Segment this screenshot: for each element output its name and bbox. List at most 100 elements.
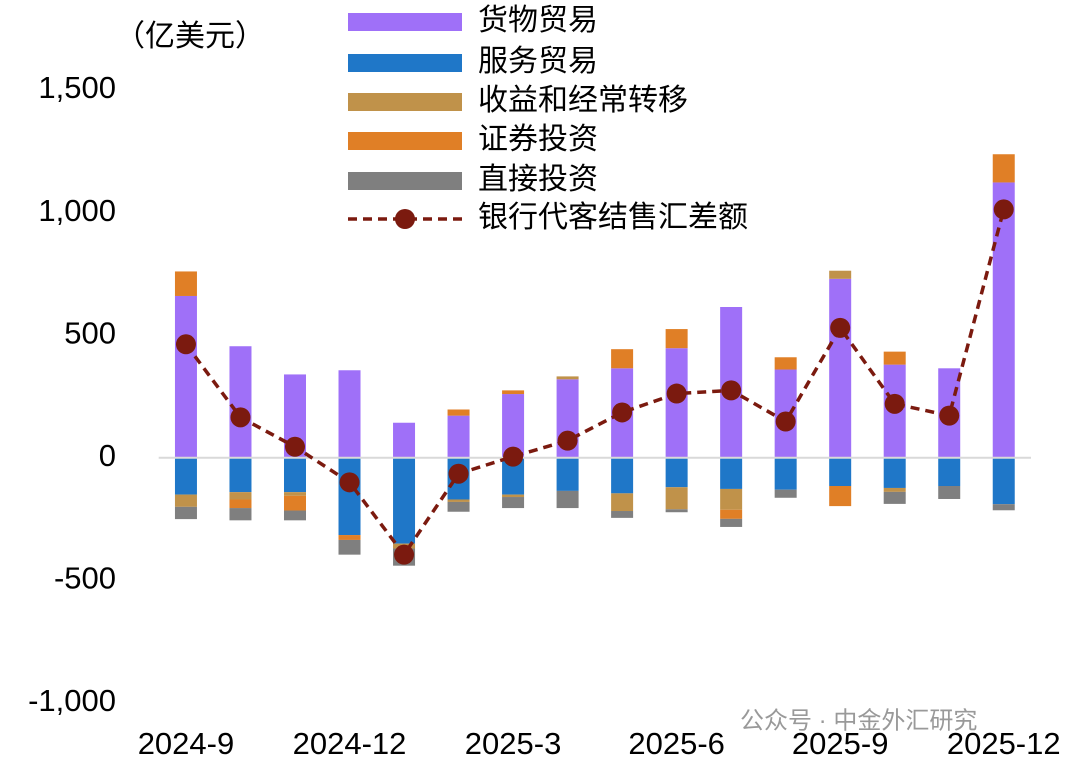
x-tick-label: 2025-12: [947, 726, 1061, 761]
bar: [283, 492, 306, 496]
bar: [611, 457, 634, 494]
bar: [283, 457, 306, 493]
legend-marker: [395, 209, 415, 229]
bar: [338, 370, 361, 458]
bar: [393, 422, 416, 458]
bar: [829, 278, 852, 458]
line-marker: [448, 463, 469, 484]
legend-swatch: [348, 13, 462, 31]
y-tick-label: 1,000: [38, 193, 116, 228]
bar: [174, 271, 197, 296]
legend-label: 服务贸易: [478, 45, 598, 78]
y-tick-label: 0: [99, 438, 116, 473]
line-marker: [339, 472, 360, 493]
y-tick-label: -1,000: [28, 683, 116, 718]
bar: [338, 535, 361, 540]
bar: [556, 490, 579, 509]
bar: [829, 457, 852, 486]
y-tick-label: 1,500: [38, 70, 116, 105]
bar: [556, 457, 579, 491]
x-tick-label: 2025-6: [628, 726, 725, 761]
bar: [338, 457, 361, 536]
bar: [665, 487, 688, 510]
x-tick-label: 2025-3: [465, 726, 562, 761]
line: [184, 208, 1006, 558]
bar: [502, 394, 525, 458]
legend-label: 直接投资: [478, 163, 598, 196]
line-marker: [557, 430, 578, 451]
legend-label: 货物贸易: [478, 4, 598, 37]
bar: [502, 390, 525, 395]
bar: [611, 349, 634, 369]
bar: [556, 376, 579, 380]
bar: [502, 497, 525, 509]
bar: [447, 409, 470, 416]
bar: [992, 457, 1015, 505]
bar: [283, 495, 306, 511]
bar: [665, 457, 688, 488]
bar: [447, 499, 470, 502]
x-tick-label: 2024-9: [138, 726, 235, 761]
bar: [611, 493, 634, 512]
bar: [174, 494, 197, 507]
bar: [774, 457, 797, 490]
line-marker: [721, 380, 742, 401]
line-marker: [503, 446, 524, 467]
bar: [665, 509, 688, 513]
bar: [229, 492, 252, 500]
bar: [883, 457, 906, 488]
unit-label: （亿美元）: [115, 20, 265, 53]
bar: [283, 374, 306, 458]
x-tick-label: 2024-12: [293, 726, 407, 761]
y-tick-label: -500: [54, 561, 116, 596]
y-tick-label: 500: [64, 315, 116, 350]
bar: [992, 182, 1015, 458]
bar: [720, 509, 743, 519]
bar: [665, 329, 688, 349]
bar: [502, 494, 525, 498]
bar: [829, 270, 852, 279]
line-marker: [830, 317, 851, 338]
legend-label: 收益和经常转移: [478, 84, 688, 117]
legend-label: 银行代客结售汇差额: [478, 201, 748, 234]
bar: [720, 457, 743, 489]
bar: [774, 489, 797, 498]
bar: [720, 488, 743, 510]
bar: [502, 457, 525, 495]
legend-swatch: [348, 172, 462, 190]
bar: [883, 487, 906, 492]
line-marker: [284, 436, 305, 457]
line-marker: [775, 411, 796, 432]
bar: [720, 518, 743, 527]
bar: [938, 485, 961, 499]
bar: [992, 504, 1015, 511]
bar: [229, 457, 252, 493]
line-marker: [993, 199, 1014, 220]
line-marker: [230, 407, 251, 428]
x-tick-label: 2025-9: [792, 726, 889, 761]
line-marker: [612, 402, 633, 423]
watermark: 公众号 · 中金外汇研究: [740, 707, 977, 734]
bar: [611, 511, 634, 518]
line-marker: [666, 383, 687, 404]
bar: [883, 351, 906, 365]
bar: [829, 485, 852, 507]
bar: [883, 491, 906, 504]
bar: [174, 506, 197, 520]
line-marker: [175, 334, 196, 355]
legend-swatch: [348, 93, 462, 111]
bar: [992, 154, 1015, 183]
legend-label: 证券投资: [478, 123, 598, 156]
line-marker: [939, 405, 960, 426]
line-marker: [884, 393, 905, 414]
bar: [229, 499, 252, 509]
legend-swatch: [348, 54, 462, 72]
bar: [283, 510, 306, 521]
bar: [174, 295, 197, 458]
bar: [174, 457, 197, 495]
bar: [938, 457, 961, 486]
bar: [338, 539, 361, 555]
bar: [774, 357, 797, 370]
legend-swatch: [348, 132, 462, 150]
